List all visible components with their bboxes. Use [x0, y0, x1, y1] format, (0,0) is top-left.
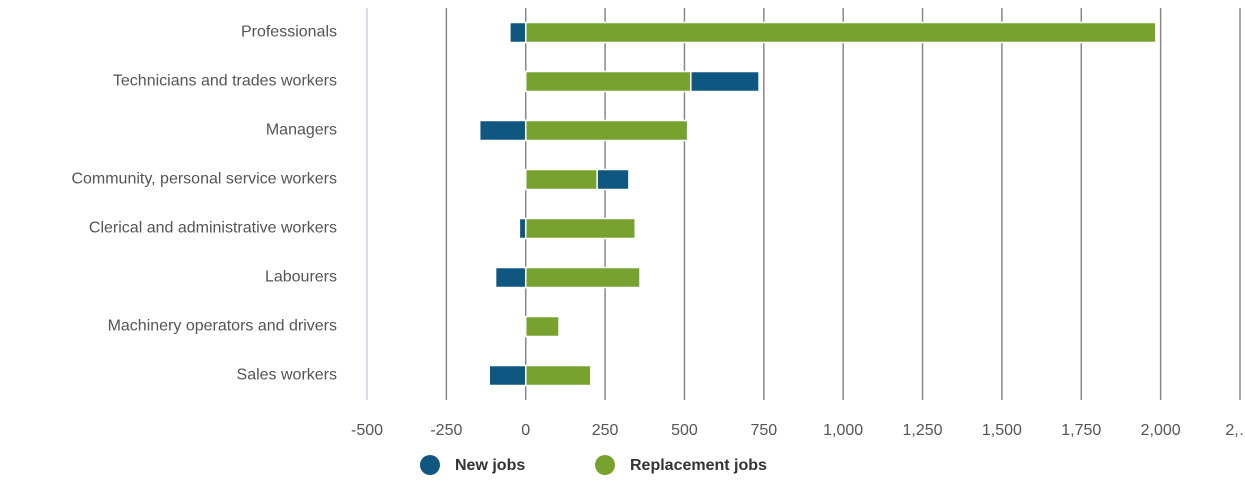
- bar: [524, 266, 641, 289]
- x-tick-label: 500: [671, 422, 698, 439]
- bar: [524, 168, 598, 191]
- x-tick-label: 250: [592, 422, 619, 439]
- y-tick-label: Technicians and trades workers: [113, 73, 337, 90]
- bar: [690, 70, 760, 93]
- x-tick-label: 0: [521, 422, 530, 439]
- x-tick-label: -250: [430, 422, 462, 439]
- x-tick-label: 750: [750, 422, 777, 439]
- bar: [524, 364, 592, 387]
- bar: [524, 70, 692, 93]
- bar: [509, 21, 527, 44]
- bar: [488, 364, 527, 387]
- bar: [524, 21, 1157, 44]
- y-tick-label: Machinery operators and drivers: [108, 318, 337, 335]
- bar: [524, 119, 689, 142]
- legend-label: New jobs: [455, 457, 525, 474]
- x-tick-label: 2,…: [1225, 422, 1245, 439]
- bar: [524, 217, 636, 240]
- y-tick-label: Professionals: [241, 24, 337, 41]
- x-tick-label: 2,000: [1141, 422, 1181, 439]
- bar: [478, 119, 527, 142]
- x-tick-label: -500: [351, 422, 383, 439]
- bar: [494, 266, 527, 289]
- y-tick-label: Clerical and administrative workers: [89, 220, 337, 237]
- x-tick-label: 1,000: [823, 422, 863, 439]
- y-tick-label: Sales workers: [237, 367, 337, 384]
- y-tick-label: Labourers: [265, 269, 337, 286]
- bar: [596, 168, 630, 191]
- x-tick-label: 1,500: [982, 422, 1022, 439]
- legend-marker: [595, 455, 615, 475]
- y-tick-label: Managers: [266, 122, 337, 139]
- y-tick-label: Community, personal service workers: [71, 171, 337, 188]
- legend-label: Replacement jobs: [630, 457, 767, 474]
- legend-marker: [420, 455, 440, 475]
- bar: [524, 315, 560, 338]
- bar: [518, 217, 527, 240]
- x-tick-label: 1,250: [903, 422, 943, 439]
- x-tick-label: 1,750: [1061, 422, 1101, 439]
